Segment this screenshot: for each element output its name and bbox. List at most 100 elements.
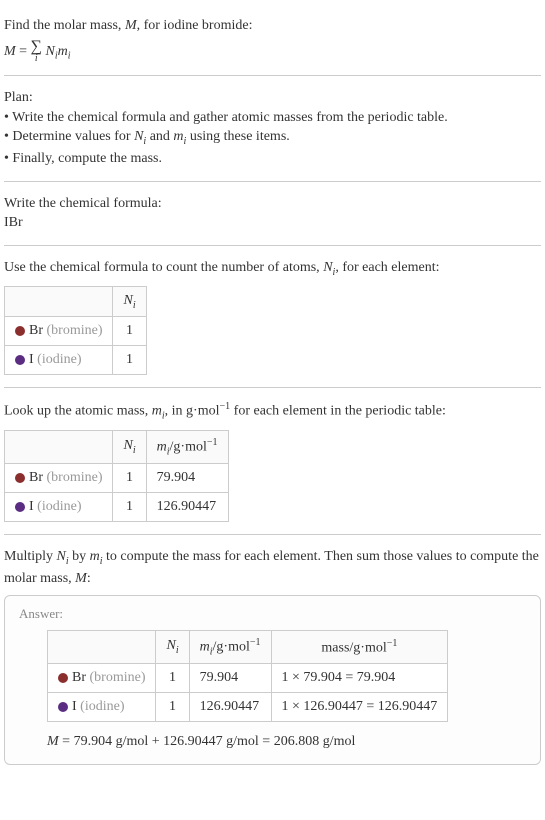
var-M: M (125, 18, 137, 33)
m-cell: 126.90447 (189, 693, 271, 722)
element-cell: Br (bromine) (48, 664, 156, 693)
element-name: (bromine) (43, 323, 102, 338)
sigma-index: i (31, 54, 42, 63)
text: for each element in the periodic table: (230, 404, 446, 419)
answer-content: Ni mi/g·mol−1 mass/g·mol−1 Br (bromine) … (19, 630, 526, 750)
header-mi: mi/g·mol−1 (189, 630, 271, 663)
var-M: M (47, 734, 59, 749)
lookup-heading: Look up the atomic mass, mi, in g·mol−1 … (4, 400, 541, 423)
divider (4, 534, 541, 535)
sub-i: i (176, 645, 179, 656)
table-row: I (iodine) 1 126.90447 (5, 493, 229, 522)
multiply-section: Multiply Ni by mi to compute the mass fo… (4, 539, 541, 773)
header-Ni: Ni (113, 286, 146, 317)
result-text: = 79.904 g/mol + 126.90447 g/mol = 206.8… (59, 734, 356, 749)
element-name: (bromine) (43, 470, 102, 485)
element-symbol: Br (72, 670, 86, 685)
var-N: N (123, 438, 132, 453)
divider (4, 181, 541, 182)
element-color-dot (15, 326, 25, 336)
exp: −1 (387, 638, 398, 649)
plan-bullet-3: • Finally, compute the mass. (4, 149, 541, 169)
lookup-section: Look up the atomic mass, mi, in g·mol−1 … (4, 392, 541, 530)
element-cell: I (iodine) (48, 693, 156, 722)
element-name: (bromine) (86, 670, 145, 685)
element-name: (iodine) (77, 699, 125, 714)
m-cell: 79.904 (189, 664, 271, 693)
chemical-formula-section: Write the chemical formula: IBr (4, 186, 541, 241)
text: • Determine values for (4, 129, 134, 144)
var-N: N (42, 44, 55, 59)
unit: /g·mol (170, 439, 207, 454)
count-section: Use the chemical formula to count the nu… (4, 250, 541, 384)
text: Look up the atomic mass, (4, 404, 152, 419)
n-cell: 1 (113, 317, 146, 346)
mass-calc-cell: 1 × 126.90447 = 126.90447 (271, 693, 448, 722)
element-name: (iodine) (34, 352, 82, 367)
element-color-dot (58, 702, 68, 712)
text: Find the molar mass, (4, 18, 125, 33)
eq: = (16, 44, 31, 59)
n-cell: 1 (156, 693, 189, 722)
sigma-symbol: ∑ (31, 40, 42, 54)
element-cell: I (iodine) (5, 493, 113, 522)
var-m: m (58, 44, 68, 59)
chem-formula: IBr (4, 213, 541, 233)
plan-bullet-2: • Determine values for Ni and mi using t… (4, 127, 541, 149)
sigma: ∑i (31, 40, 42, 63)
table-header-row: Ni mi/g·mol−1 (5, 430, 229, 463)
element-symbol: Br (29, 323, 43, 338)
element-symbol: Br (29, 470, 43, 485)
table-row: Br (bromine) 1 79.904 1 × 79.904 = 79.90… (48, 664, 448, 693)
sub-i: i (133, 299, 136, 310)
element-name: (iodine) (34, 499, 82, 514)
var-M: M (4, 44, 16, 59)
header-Ni: Ni (156, 630, 189, 663)
var-N: N (57, 549, 66, 564)
lookup-table: Ni mi/g·mol−1 Br (bromine) 1 79.904 I (i… (4, 430, 229, 522)
plan-section: Plan: • Write the chemical formula and g… (4, 80, 541, 177)
var-M: M (75, 571, 87, 586)
table-header-row: Ni (5, 286, 147, 317)
text: using these items. (186, 129, 289, 144)
intro-line: Find the molar mass, M, for iodine bromi… (4, 16, 541, 36)
unit: /g·mol (213, 639, 250, 654)
exp: −1 (250, 637, 261, 648)
empty-header (48, 630, 156, 663)
multiply-text: Multiply Ni by mi to compute the mass fo… (4, 547, 541, 588)
var-m: m (152, 404, 162, 419)
table-header-row: Ni mi/g·mol−1 mass/g·mol−1 (48, 630, 448, 663)
text: Multiply (4, 549, 57, 564)
element-color-dot (58, 673, 68, 683)
sub-i: i (68, 50, 71, 61)
element-color-dot (15, 502, 25, 512)
n-cell: 1 (156, 664, 189, 693)
text: mass/g·mol (321, 640, 386, 655)
var-N: N (123, 293, 132, 308)
answer-label: Answer: (19, 606, 526, 622)
element-cell: Br (bromine) (5, 464, 113, 493)
text: Use the chemical formula to count the nu… (4, 260, 323, 275)
var-m: m (200, 639, 210, 654)
element-color-dot (15, 355, 25, 365)
answer-box: Answer: Ni mi/g·mol−1 mass/g·mol−1 Br (b… (4, 595, 541, 765)
text: : (87, 571, 91, 586)
element-cell: I (iodine) (5, 346, 113, 375)
table-row: Br (bromine) 1 79.904 (5, 464, 229, 493)
result-line: M = 79.904 g/mol + 126.90447 g/mol = 206… (47, 734, 526, 750)
empty-header (5, 430, 113, 463)
header-Ni: Ni (113, 430, 146, 463)
n-cell: 1 (113, 464, 146, 493)
text: and (146, 129, 173, 144)
table-row: I (iodine) 1 (5, 346, 147, 375)
chem-heading: Write the chemical formula: (4, 194, 541, 214)
empty-header (5, 286, 113, 317)
n-cell: 1 (113, 493, 146, 522)
molar-mass-formula: M = ∑i Nimi (4, 40, 541, 63)
divider (4, 75, 541, 76)
text: by (69, 549, 90, 564)
var-m: m (157, 439, 167, 454)
plan-heading: Plan: (4, 88, 541, 108)
mass-cell: 126.90447 (146, 493, 228, 522)
text: , for iodine bromide: (137, 18, 253, 33)
